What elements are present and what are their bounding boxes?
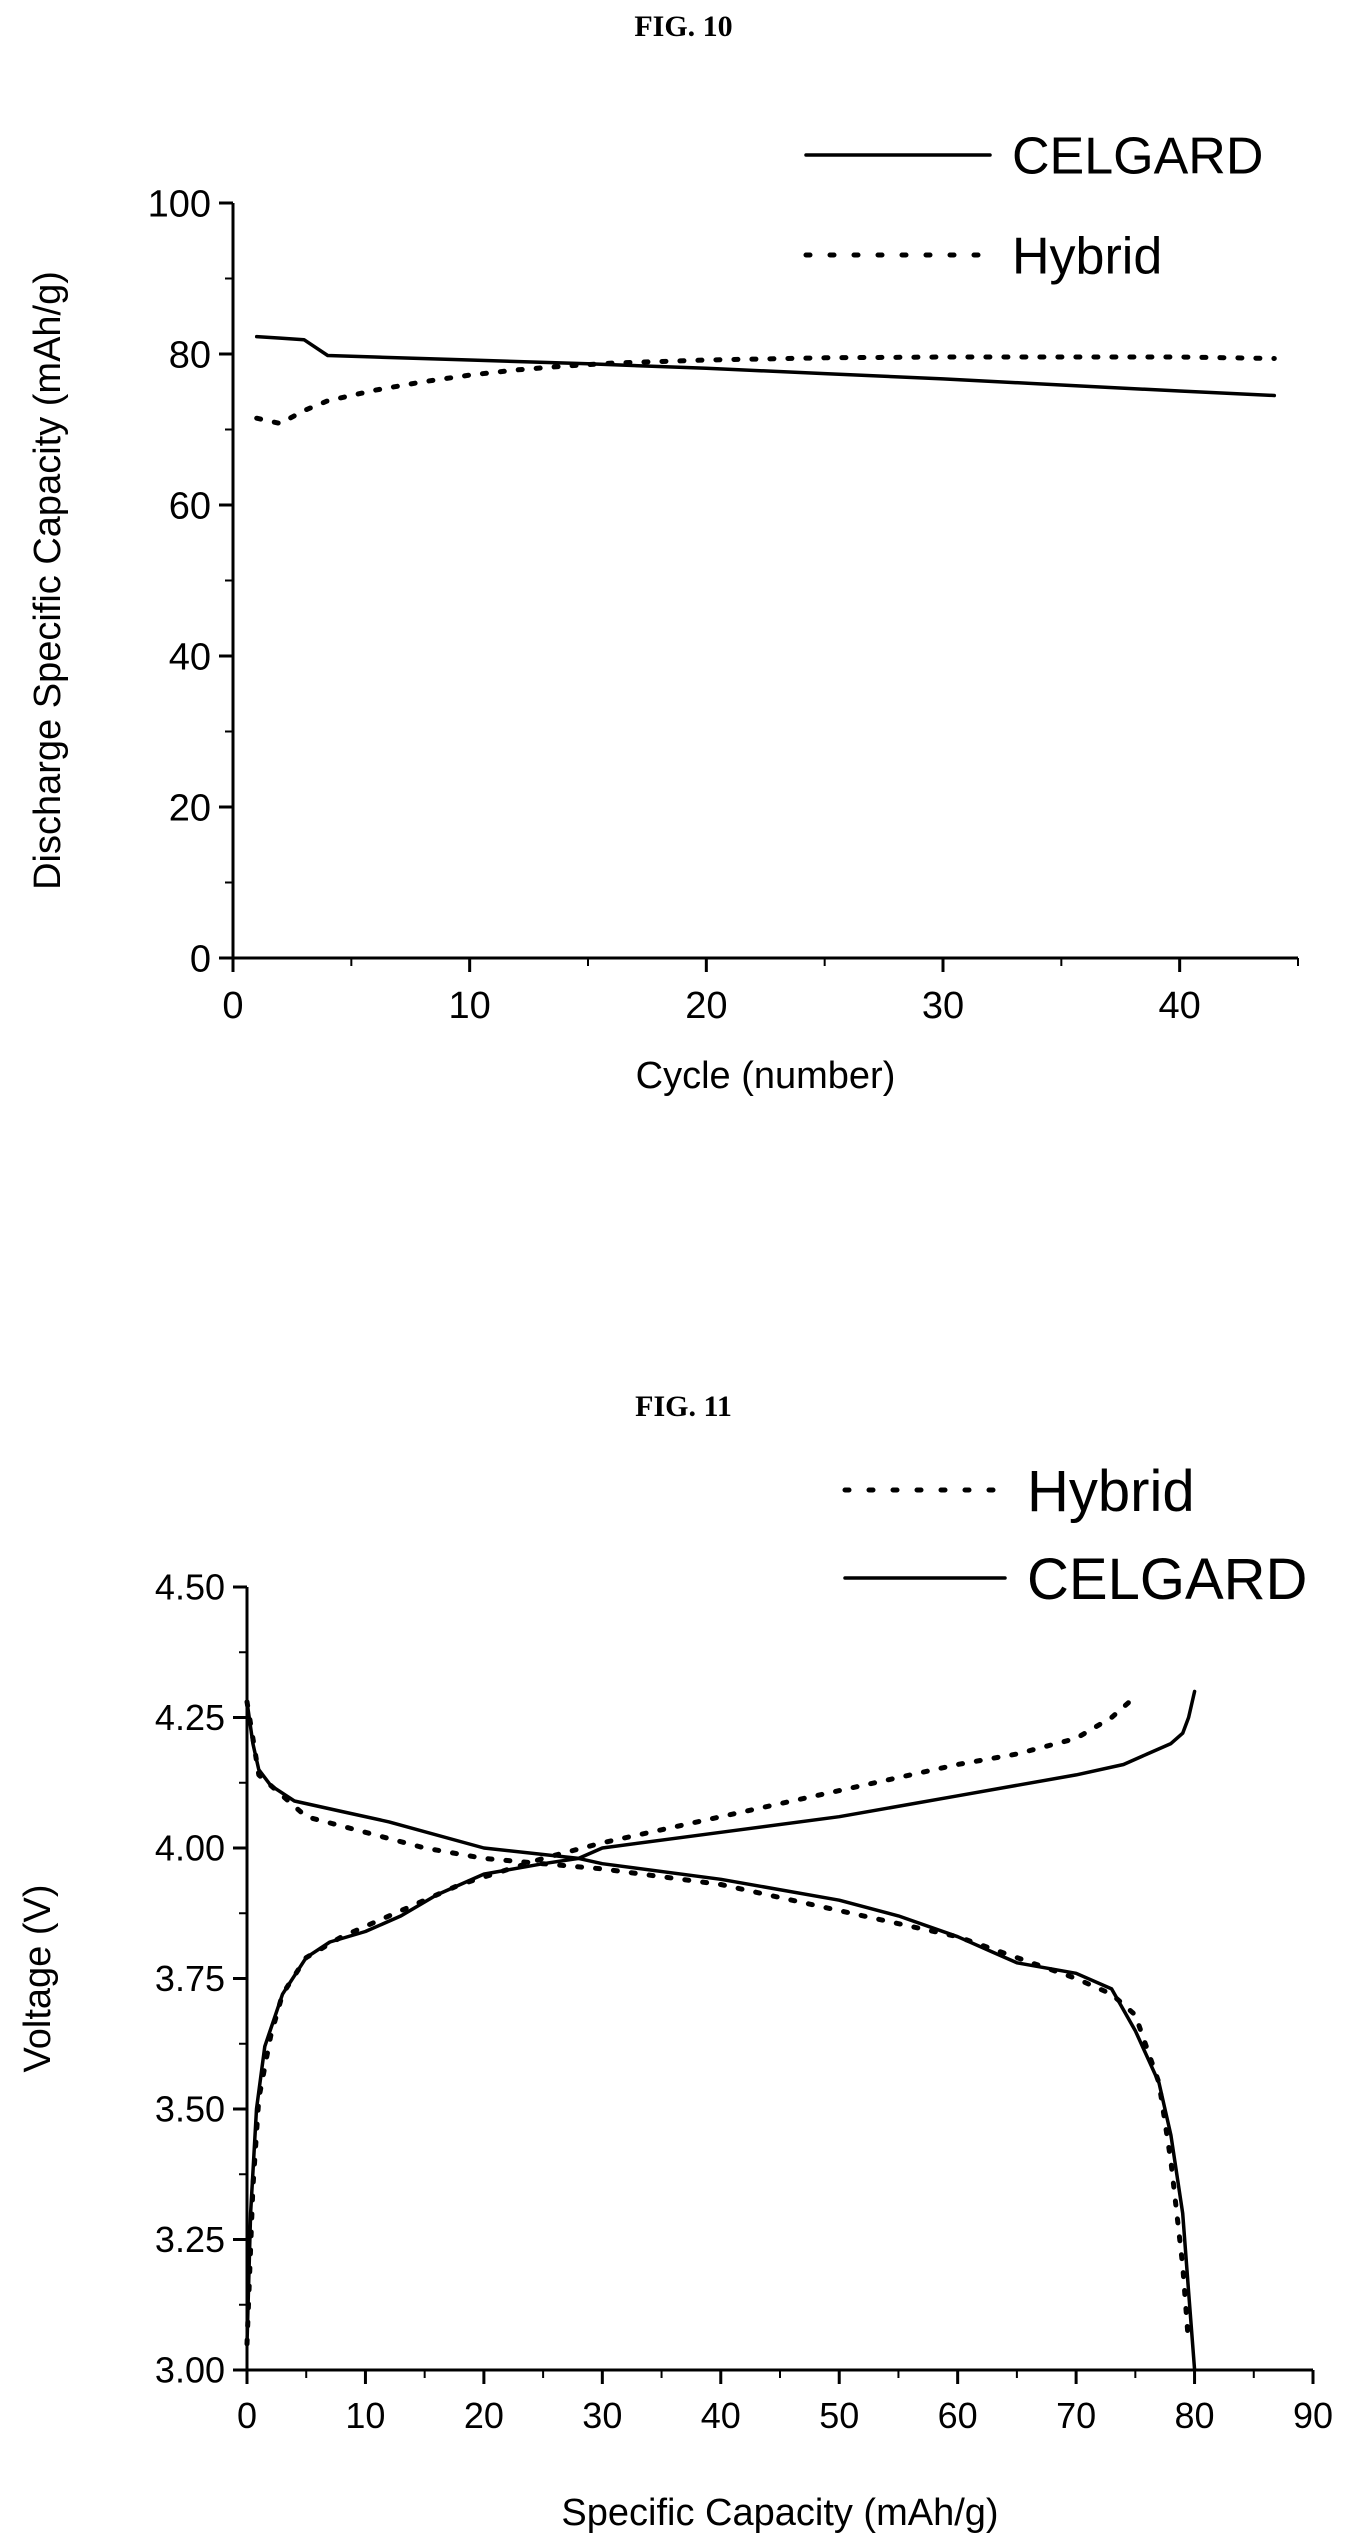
- x-tick-label: 20: [464, 2395, 504, 2436]
- x-tick-label: 30: [582, 2395, 622, 2436]
- legend-label-hybrid: Hybrid: [1012, 228, 1162, 286]
- x-tick-label: 40: [701, 2395, 741, 2436]
- y-tick-label: 0: [190, 938, 211, 980]
- legend-label-celgard: CELGARD: [1027, 1547, 1307, 1612]
- x-tick-label: 70: [1056, 2395, 1096, 2436]
- y-axis-label: Voltage (V): [17, 1885, 59, 2073]
- hybrid-series-line: [244, 1694, 1138, 2347]
- y-tick-label: 100: [148, 183, 211, 225]
- y-tick-label: 20: [169, 787, 211, 829]
- x-tick-label: 20: [685, 985, 727, 1027]
- x-axis-label: Cycle (number): [636, 1055, 896, 1097]
- hybrid-series-line: [244, 1699, 1192, 2347]
- y-tick-label: 4.25: [155, 1697, 225, 1738]
- x-tick-label: 10: [345, 2395, 385, 2436]
- x-tick-label: 0: [222, 985, 243, 1027]
- y-tick-label: 80: [169, 334, 211, 376]
- x-tick-label: 60: [938, 2395, 978, 2436]
- y-tick-label: 3.50: [155, 2089, 225, 2130]
- y-tick-label: 3.75: [155, 1958, 225, 1999]
- x-tick-label: 40: [1159, 985, 1201, 1027]
- x-tick-label: 50: [819, 2395, 859, 2436]
- legend-label-celgard: CELGARD: [1012, 128, 1263, 186]
- x-tick-label: 10: [449, 985, 491, 1027]
- x-tick-label: 0: [237, 2395, 257, 2436]
- x-tick-label: 30: [922, 985, 964, 1027]
- legend-label-hybrid: Hybrid: [1027, 1459, 1195, 1524]
- y-tick-label: 60: [169, 485, 211, 527]
- x-axis-label: Specific Capacity (mAh/g): [561, 2492, 998, 2534]
- figure-10-chart: 0 10 20 30 40 0 20 40 60 80 100 Cycle (number) Disch…: [27, 128, 1299, 1097]
- celgard-series-line: [245, 1700, 1197, 2372]
- y-tick-label: 3.00: [155, 2350, 225, 2391]
- x-tick-label: 90: [1293, 2395, 1333, 2436]
- y-tick-label: 4.00: [155, 1828, 225, 1869]
- celgard-series-line: [245, 1689, 1197, 2346]
- figure-11-chart: 0 10 20 30 40 50 60 70 80 90 3.00 3.25 3.50 3.75 4.00 4…: [17, 1459, 1333, 2534]
- hybrid-series-line: [254, 354, 1277, 426]
- y-axis-label: Discharge Specific Capacity (mAh/g): [27, 271, 69, 890]
- y-tick-label: 3.25: [155, 2219, 225, 2260]
- figure-11-label: FIG. 11: [635, 1390, 732, 1423]
- figure-10-label: FIG. 10: [634, 10, 733, 43]
- y-tick-label: 40: [169, 636, 211, 678]
- x-tick-label: 80: [1175, 2395, 1215, 2436]
- celgard-series-line: [254, 334, 1277, 398]
- y-tick-label: 4.50: [155, 1567, 225, 1608]
